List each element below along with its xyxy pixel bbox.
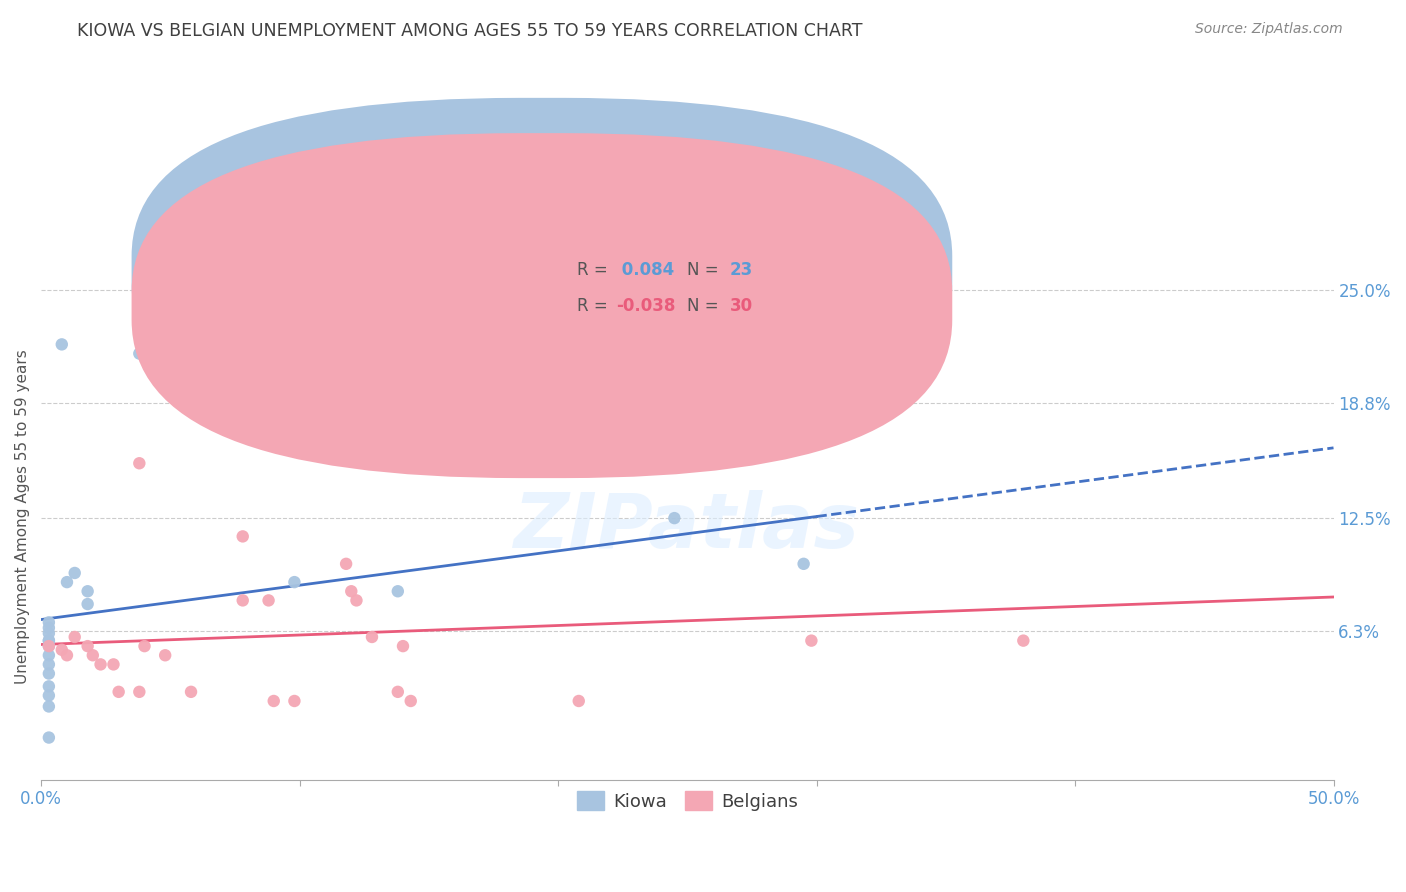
Text: 30: 30 bbox=[730, 297, 754, 315]
Point bbox=[128, 456, 150, 470]
Point bbox=[38, 639, 60, 653]
Point bbox=[38, 639, 60, 653]
Text: R =: R = bbox=[578, 261, 613, 279]
Point bbox=[800, 633, 823, 648]
Point bbox=[340, 584, 363, 599]
Text: R =: R = bbox=[578, 297, 613, 315]
Point bbox=[664, 511, 686, 525]
Point bbox=[82, 648, 104, 663]
Point bbox=[346, 593, 368, 607]
Point bbox=[263, 694, 285, 708]
Point bbox=[283, 694, 305, 708]
Point bbox=[232, 593, 254, 607]
Point bbox=[76, 597, 98, 611]
Point bbox=[153, 648, 176, 663]
Point bbox=[103, 657, 125, 672]
Point bbox=[90, 657, 112, 672]
Point bbox=[257, 593, 280, 607]
Point bbox=[232, 529, 254, 543]
Text: 0.084: 0.084 bbox=[616, 261, 675, 279]
Point bbox=[38, 657, 60, 672]
Text: ZIPatlas: ZIPatlas bbox=[515, 490, 860, 564]
Point bbox=[793, 557, 815, 571]
Point bbox=[38, 699, 60, 714]
Y-axis label: Unemployment Among Ages 55 to 59 years: Unemployment Among Ages 55 to 59 years bbox=[15, 349, 30, 683]
Point bbox=[392, 639, 415, 653]
Point bbox=[76, 584, 98, 599]
Point bbox=[38, 689, 60, 703]
Point bbox=[38, 666, 60, 681]
Point bbox=[38, 648, 60, 663]
Point bbox=[38, 626, 60, 640]
Point bbox=[180, 685, 202, 699]
Point bbox=[38, 633, 60, 648]
Point bbox=[1012, 633, 1035, 648]
Point bbox=[283, 575, 305, 590]
Text: 23: 23 bbox=[730, 261, 754, 279]
Point bbox=[38, 731, 60, 745]
Point bbox=[399, 694, 422, 708]
Point bbox=[76, 639, 98, 653]
FancyBboxPatch shape bbox=[132, 98, 952, 442]
Point bbox=[568, 694, 591, 708]
Point bbox=[51, 337, 73, 351]
Legend: Kiowa, Belgians: Kiowa, Belgians bbox=[569, 784, 806, 818]
Point bbox=[38, 621, 60, 635]
Point bbox=[38, 633, 60, 648]
Point bbox=[51, 642, 73, 657]
Point bbox=[128, 685, 150, 699]
Point bbox=[63, 630, 86, 644]
Point bbox=[107, 685, 129, 699]
FancyBboxPatch shape bbox=[501, 256, 804, 332]
Point bbox=[645, 447, 668, 461]
Point bbox=[38, 679, 60, 693]
Point bbox=[56, 575, 79, 590]
Point bbox=[335, 557, 357, 571]
Point bbox=[387, 584, 409, 599]
Text: N =: N = bbox=[688, 297, 724, 315]
Point bbox=[128, 346, 150, 360]
Text: Source: ZipAtlas.com: Source: ZipAtlas.com bbox=[1195, 22, 1343, 37]
Text: KIOWA VS BELGIAN UNEMPLOYMENT AMONG AGES 55 TO 59 YEARS CORRELATION CHART: KIOWA VS BELGIAN UNEMPLOYMENT AMONG AGES… bbox=[77, 22, 863, 40]
Point bbox=[134, 639, 156, 653]
Point bbox=[56, 648, 79, 663]
Point bbox=[38, 615, 60, 630]
Point bbox=[63, 566, 86, 580]
Text: -0.038: -0.038 bbox=[616, 297, 676, 315]
Text: N =: N = bbox=[688, 261, 724, 279]
FancyBboxPatch shape bbox=[132, 133, 952, 478]
Point bbox=[387, 685, 409, 699]
Point bbox=[361, 630, 384, 644]
